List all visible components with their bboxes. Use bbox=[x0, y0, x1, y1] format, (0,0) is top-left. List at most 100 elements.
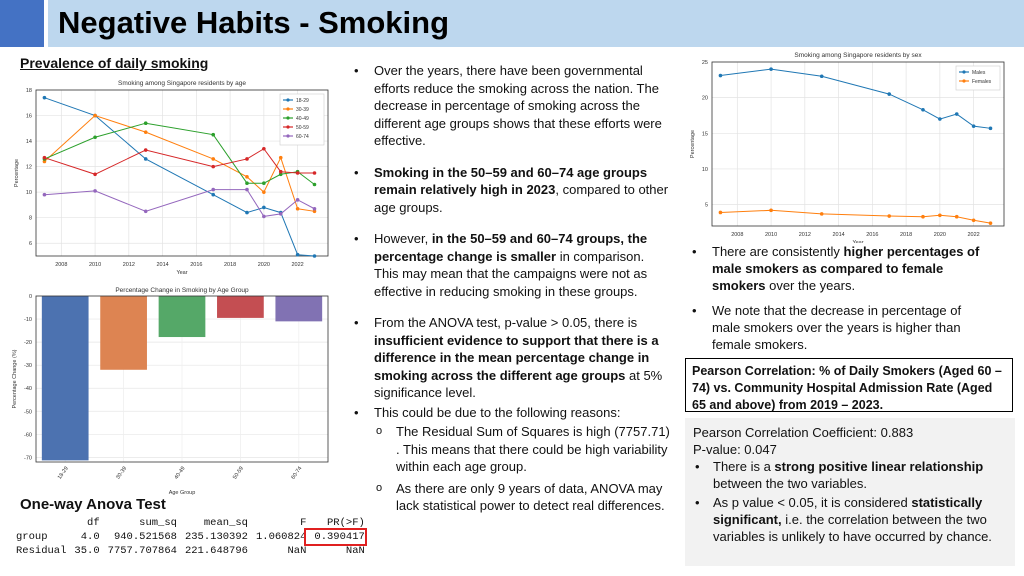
header-accent bbox=[0, 0, 44, 47]
data-point-18-29 bbox=[262, 205, 266, 210]
data-point-50-59 bbox=[245, 157, 249, 161]
legend-marker bbox=[286, 116, 290, 120]
y-tick-label: -70 bbox=[24, 455, 32, 461]
bullet-text: This could be due to the following reaso… bbox=[374, 404, 621, 420]
sub-bullet-icon: o bbox=[376, 425, 383, 437]
y-tick-label: 16 bbox=[26, 114, 32, 120]
data-point-40-49 bbox=[262, 181, 266, 186]
anova-cell: 940.521568 bbox=[113, 531, 177, 543]
x-tick-label: 2020 bbox=[258, 262, 270, 268]
bullet-text: However, bbox=[374, 231, 432, 246]
anova-p-value-highlight: 0.390417 bbox=[304, 528, 367, 546]
anova-cell: NaN bbox=[345, 545, 365, 557]
anova-cell: 1.060824 bbox=[255, 531, 307, 543]
data-point-40-49 bbox=[93, 135, 97, 140]
x-axis-label: Year bbox=[852, 240, 863, 243]
bullet-text: We note that the decrease in percentage … bbox=[712, 303, 962, 352]
y-tick-label: -10 bbox=[24, 317, 32, 323]
anova-header-mean-sq: mean_sq bbox=[203, 517, 248, 529]
data-point-30-39 bbox=[211, 157, 216, 161]
legend-label: Females bbox=[972, 79, 992, 85]
x-tick-label: 18-29 bbox=[57, 466, 70, 481]
data-point-60-74 bbox=[143, 209, 148, 214]
y-tick-label: 0 bbox=[29, 294, 32, 300]
data-point-60-74 bbox=[93, 189, 97, 193]
y-axis-label: Percentage bbox=[14, 159, 20, 187]
anova-table: df sum_sq mean_sq F PR(>F) group 4.0 940… bbox=[16, 516, 367, 558]
y-tick-label: 14 bbox=[26, 139, 32, 145]
anova-cell: NaN bbox=[287, 545, 307, 557]
bullet-item: • There are consistently higher percenta… bbox=[690, 243, 990, 294]
data-point-Females bbox=[938, 213, 942, 218]
plot-frame bbox=[711, 61, 1005, 227]
data-point-18-29 bbox=[312, 254, 317, 258]
sub-bullet-text: As there are only 9 years of data, ANOVA… bbox=[396, 480, 665, 514]
p-value-text: P-value: 0.047 bbox=[693, 442, 777, 457]
anova-row-name: Residual bbox=[16, 545, 67, 557]
y-axis-label: Percentage bbox=[690, 130, 696, 158]
data-point-Females bbox=[954, 214, 959, 219]
data-point-30-39 bbox=[245, 175, 249, 179]
bullet-item: • This could be due to the following rea… bbox=[352, 404, 670, 422]
y-tick-label: 10 bbox=[702, 167, 708, 173]
bullet-text: Over the years, there have been governme… bbox=[374, 63, 662, 148]
y-tick-label: -20 bbox=[24, 340, 32, 346]
bullet-item: • Smoking in the 50–59 and 60–74 age gro… bbox=[352, 164, 670, 217]
data-point-18-29 bbox=[42, 95, 47, 100]
sub-bullet-icon: o bbox=[376, 481, 383, 494]
legend-box bbox=[955, 65, 1001, 91]
data-point-40-49 bbox=[143, 121, 148, 125]
sub-bullet-text: The Residual Sum of Squares is high (775… bbox=[396, 424, 670, 474]
legend-marker bbox=[286, 107, 290, 111]
bullet-text: over the years. bbox=[765, 278, 856, 293]
bullet-text: at 5% significance level. bbox=[374, 367, 663, 401]
bullet-bold-text: statistically significant, bbox=[713, 495, 983, 527]
data-point-30-39 bbox=[312, 209, 317, 214]
x-tick-label: 50-59 bbox=[232, 466, 245, 481]
anova-header-df: df bbox=[87, 517, 100, 529]
bullet-item: • We note that the decrease in percentag… bbox=[690, 302, 990, 353]
data-point-60-74 bbox=[245, 187, 249, 192]
bar-18-29 bbox=[41, 296, 89, 461]
x-tick-label: 2022 bbox=[291, 262, 303, 268]
bullet-icon: • bbox=[354, 63, 359, 78]
bullet-icon: • bbox=[695, 495, 700, 510]
series-line-60-74 bbox=[44, 189, 315, 217]
data-point-60-74 bbox=[295, 198, 300, 202]
legend-marker bbox=[286, 134, 290, 138]
anova-cell: 221.648796 bbox=[184, 545, 248, 557]
section-title: Prevalence of daily smoking bbox=[20, 55, 209, 71]
anova-header-row: df sum_sq mean_sq F PR(>F) bbox=[16, 516, 365, 530]
anova-header-f: F bbox=[300, 517, 307, 529]
y-tick-label: 18 bbox=[26, 88, 32, 94]
y-tick-label: 15 bbox=[702, 131, 708, 137]
legend-label: 18-29 bbox=[296, 98, 309, 104]
bullet-item: • As p value < 0.05, it is considered st… bbox=[693, 494, 1007, 545]
x-tick-label: 2016 bbox=[190, 262, 202, 268]
y-tick-label: 25 bbox=[702, 60, 708, 66]
anova-title: One-way Anova Test bbox=[20, 496, 166, 513]
data-point-40-49 bbox=[312, 182, 317, 187]
plot-frame bbox=[35, 295, 329, 463]
data-point-60-74 bbox=[278, 212, 283, 216]
series-line-30-39 bbox=[44, 114, 315, 212]
bullet-item: • However, in the 50–59 and 60–74 groups… bbox=[352, 230, 670, 300]
chart-title: Percentage Change in Smoking by Age Grou… bbox=[115, 287, 249, 294]
anova-header-sum-sq: sum_sq bbox=[139, 517, 177, 529]
data-point-60-74 bbox=[262, 214, 266, 219]
y-tick-label: -60 bbox=[24, 432, 32, 438]
bullet-icon: • bbox=[692, 244, 697, 259]
anova-cell: 35.0 bbox=[74, 545, 100, 557]
bullet-text: in comparison. This may mean that the ca… bbox=[374, 248, 648, 299]
x-tick-label: 60-74 bbox=[290, 466, 303, 481]
plot-frame bbox=[35, 89, 329, 257]
data-point-50-59 bbox=[262, 146, 266, 151]
y-tick-label: 12 bbox=[26, 165, 32, 171]
data-point-40-49 bbox=[245, 181, 249, 186]
data-point-50-59 bbox=[312, 171, 317, 175]
data-point-30-39 bbox=[278, 155, 283, 160]
data-point-Males bbox=[819, 74, 824, 79]
data-point-30-39 bbox=[143, 130, 148, 134]
anova-row-group: group 4.0 940.521568 235.130392 1.060824… bbox=[16, 528, 367, 546]
data-point-Females bbox=[971, 218, 976, 223]
